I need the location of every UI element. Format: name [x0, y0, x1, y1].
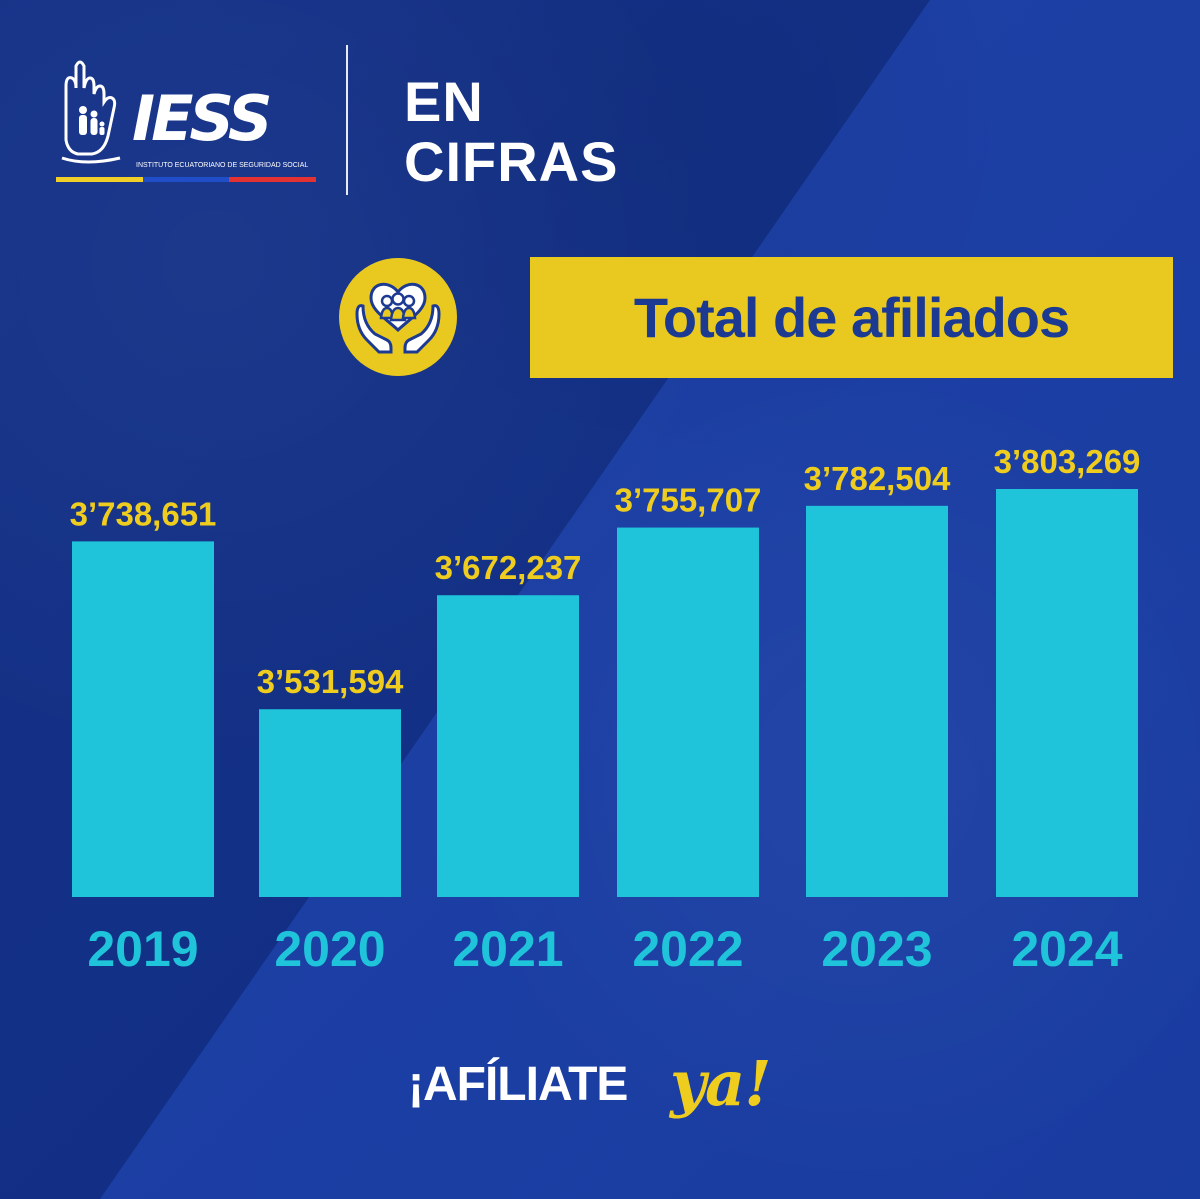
ecuador-flag-stripe — [56, 177, 317, 182]
bar-2020 — [259, 709, 401, 897]
headline-line-2: CIFRAS — [404, 130, 619, 193]
year-label-2020: 2020 — [274, 921, 385, 977]
flag-stripe-blue — [142, 177, 230, 182]
hands-family-heart-icon — [355, 282, 441, 354]
bar-2024 — [996, 489, 1138, 897]
bar-2019 — [72, 541, 214, 897]
iess-logo: IESS INSTITUTO ECUATORIANO DE SEGURIDAD … — [56, 58, 320, 190]
headline: EN CIFRAS — [404, 72, 704, 192]
year-label-2021: 2021 — [452, 921, 563, 977]
year-label-2022: 2022 — [632, 921, 743, 977]
chart-title: Total de afiliados — [633, 286, 1070, 349]
year-label-2024: 2024 — [1011, 921, 1122, 977]
cta-script-text: ya! — [670, 1047, 771, 1120]
value-label-2023: 3’782,504 — [804, 460, 951, 497]
bar-2023 — [806, 505, 948, 897]
flag-stripe-red — [229, 177, 317, 182]
call-to-action: ¡AFÍLIATE ya! — [408, 1053, 792, 1137]
year-label-2023: 2023 — [821, 921, 932, 977]
title-icon-badge — [339, 258, 457, 376]
headline-line-1: EN — [404, 70, 484, 133]
value-label-2019: 3’738,651 — [70, 495, 217, 532]
logo-wordmark: IESS — [132, 82, 273, 155]
value-label-2022: 3’755,707 — [615, 482, 762, 519]
value-label-2020: 3’531,594 — [257, 663, 404, 700]
flag-stripe-yellow — [56, 177, 143, 182]
header-divider — [346, 45, 348, 195]
bar-2021 — [437, 595, 579, 897]
chart-title-banner: Total de afiliados — [530, 257, 1173, 378]
cta-main-text: ¡AFÍLIATE — [408, 1058, 628, 1111]
year-label-2019: 2019 — [87, 921, 198, 977]
value-label-2024: 3’803,269 — [994, 443, 1141, 480]
value-label-2021: 3’672,237 — [435, 549, 582, 586]
logo-subtitle: INSTITUTO ECUATORIANO DE SEGURIDAD SOCIA… — [136, 162, 309, 169]
raised-hand-family-icon — [61, 60, 121, 164]
bar-2022 — [617, 527, 759, 897]
